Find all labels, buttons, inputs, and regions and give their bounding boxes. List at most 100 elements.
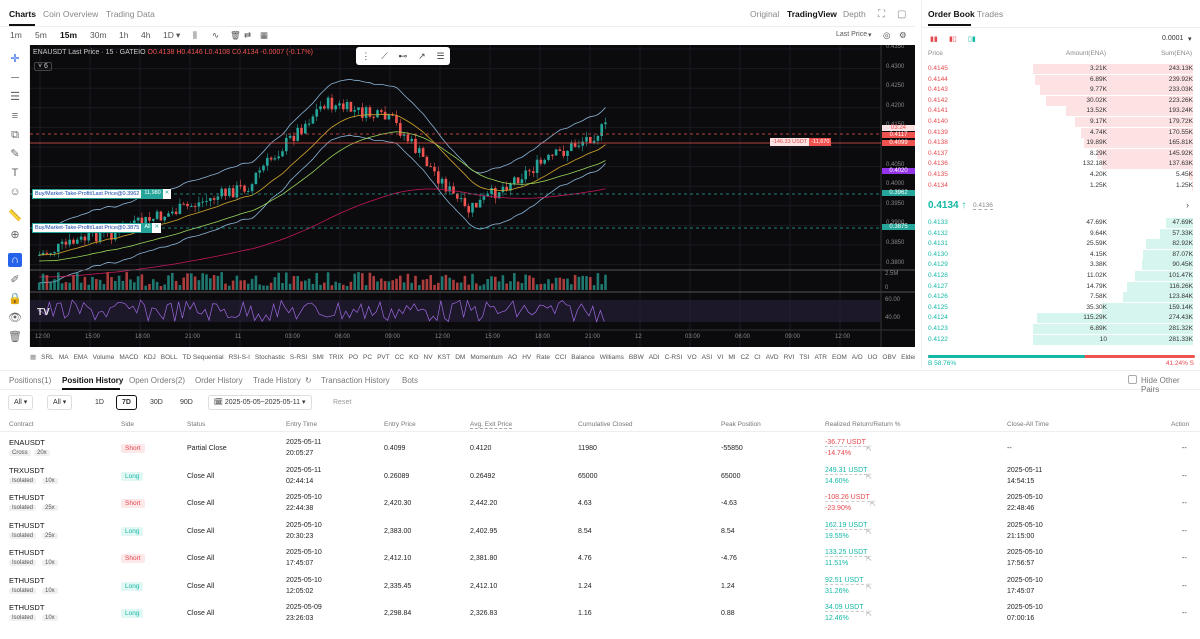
- grid-icon[interactable]: ▦: [30, 354, 37, 361]
- bid-row[interactable]: 0.4131 25.59K 82.92K: [922, 239, 1200, 250]
- indicator-29[interactable]: ADI: [648, 353, 660, 361]
- position-line[interactable]: -146.33 USDT -11,670: [770, 138, 832, 146]
- indicator-35[interactable]: CZ: [740, 353, 750, 361]
- contract-name[interactable]: ENAUSDT: [9, 438, 45, 447]
- tab-trading-data[interactable]: Trading Data: [106, 9, 155, 19]
- action[interactable]: --: [1182, 610, 1187, 617]
- bid-row[interactable]: 0.4132 9.64K 57.33K: [922, 228, 1200, 239]
- indicator-17[interactable]: KO: [409, 353, 419, 361]
- tf-30m[interactable]: 30m: [90, 30, 107, 40]
- camera-icon[interactable]: ◎: [883, 30, 891, 40]
- indicator-toggle[interactable]: ˅ 6: [34, 62, 52, 71]
- indicator-8[interactable]: RSI-S-I: [228, 353, 250, 361]
- indicators-icon[interactable]: ∿: [212, 30, 220, 40]
- indicator-19[interactable]: KST: [437, 353, 451, 361]
- table-row[interactable]: ENAUSDT Cross 20x Short Partial Close 2025-05…: [0, 436, 1200, 463]
- compare-icon[interactable]: ⇄: [244, 30, 252, 40]
- tf-5m[interactable]: 5m: [35, 30, 47, 40]
- chevron-down-icon[interactable]: ▾: [868, 32, 872, 39]
- tf-15m[interactable]: 15m: [60, 30, 78, 40]
- candle-type-icon[interactable]: ⫼: [193, 30, 197, 40]
- indicator-9[interactable]: Stochastic: [254, 353, 285, 361]
- trendline-icon[interactable]: ─: [11, 72, 19, 84]
- contract-name[interactable]: ETHUSDT: [9, 520, 45, 530]
- tab-charts[interactable]: Charts: [9, 9, 36, 19]
- chevron-down-icon[interactable]: ▾: [1188, 36, 1192, 43]
- table-row[interactable]: TRXUSDT Isolated 10x Long Close All 2025-05-1…: [0, 464, 1200, 491]
- trash-icon[interactable]: 🗑: [230, 30, 241, 40]
- side-filter[interactable]: All ▾: [47, 395, 73, 410]
- delete-drawings-icon[interactable]: 🗑: [8, 331, 22, 343]
- indicator-20[interactable]: DM: [455, 353, 466, 361]
- share-icon[interactable]: ⇱: [866, 556, 872, 563]
- ruler-icon[interactable]: 📏: [8, 210, 22, 222]
- close-icon[interactable]: ✕: [162, 189, 172, 199]
- indicator-41[interactable]: EOM: [831, 353, 847, 361]
- ask-row[interactable]: 0.4138 19.89K 165.81K: [922, 138, 1200, 149]
- indicator-4[interactable]: MACD: [119, 353, 139, 361]
- indicator-30[interactable]: C-RSI: [664, 353, 683, 361]
- indicator-40[interactable]: ATR: [814, 353, 827, 361]
- action[interactable]: --: [1182, 527, 1187, 535]
- fib-icon[interactable]: ⧉: [11, 129, 19, 141]
- indicator-28[interactable]: BBW: [628, 353, 644, 361]
- date-range-picker[interactable]: 🗓 2025-05-05~2025-05-11 ▾: [208, 395, 312, 410]
- last-price-select[interactable]: Last Price: [836, 31, 868, 38]
- ask-row[interactable]: 0.4134 1.25K 1.25K: [922, 180, 1200, 191]
- range-30d[interactable]: 30D: [150, 399, 163, 406]
- bid-row[interactable]: 0.4126 7.58K 123.84K: [922, 292, 1200, 303]
- indicator-23[interactable]: HV: [522, 353, 532, 361]
- hline-tool-icon[interactable]: ⊷: [398, 50, 408, 61]
- precision-select[interactable]: 0.0001: [1162, 35, 1184, 42]
- tab-positions[interactable]: Positions(1): [9, 376, 52, 385]
- indicator-42[interactable]: A/D: [851, 353, 863, 361]
- realized-return[interactable]: -108.26 USDT: [825, 494, 870, 502]
- reset-button[interactable]: Reset: [333, 399, 352, 406]
- tab-trades[interactable]: Trades: [977, 9, 1004, 19]
- close-icon[interactable]: ✕: [152, 223, 162, 233]
- ask-row[interactable]: 0.4137 8.29K 145.92K: [922, 148, 1200, 159]
- table-row[interactable]: ETHUSDT Isolated 10x Short Close All 2025-05-…: [0, 546, 1200, 573]
- indicator-18[interactable]: NV: [423, 353, 433, 361]
- view-both-icon[interactable]: ▮▮: [930, 36, 938, 43]
- contract-name[interactable]: ETHUSDT: [9, 603, 45, 612]
- ask-row[interactable]: 0.4135 4.20K 5.45K: [922, 170, 1200, 180]
- indicator-12[interactable]: TRIX: [328, 353, 344, 361]
- indicator-22[interactable]: AO: [507, 353, 518, 361]
- tab-position-history[interactable]: Position History: [62, 376, 124, 385]
- indicator-38[interactable]: RVI: [783, 353, 795, 361]
- indicator-21[interactable]: Momentum: [470, 353, 503, 361]
- share-icon[interactable]: ⇱: [866, 473, 872, 481]
- realized-return[interactable]: 92.51 USDT: [825, 576, 864, 585]
- share-icon[interactable]: ⇱: [866, 528, 872, 536]
- indicator-14[interactable]: PC: [363, 353, 373, 361]
- channel-icon[interactable]: ≡: [11, 110, 19, 122]
- chevron-right-icon[interactable]: ›: [1186, 200, 1189, 210]
- refresh-icon[interactable]: ↻: [305, 376, 312, 385]
- indicator-26[interactable]: Balance: [571, 353, 595, 361]
- bid-row[interactable]: 0.4123 6.89K 281.32K: [922, 324, 1200, 334]
- indicator-3[interactable]: Volume: [92, 353, 115, 361]
- emoji-icon[interactable]: ☺: [9, 186, 21, 198]
- zoom-icon[interactable]: ⊕: [10, 229, 20, 241]
- indicator-31[interactable]: VO: [687, 353, 697, 361]
- bid-row[interactable]: 0.4125 35.30K 159.14K: [922, 302, 1200, 313]
- ray-tool-icon[interactable]: ↗: [418, 50, 426, 61]
- price-chart[interactable]: ENAUSDT Last Price · 15 · GATEIO O0.4138…: [30, 45, 915, 347]
- view-original[interactable]: Original: [750, 9, 780, 19]
- chevron-down-icon[interactable]: ▾: [176, 30, 181, 40]
- indicator-6[interactable]: BOLL: [160, 353, 178, 361]
- indicator-34[interactable]: MI: [728, 353, 736, 361]
- pencil-lock-icon[interactable]: ✐: [10, 274, 20, 286]
- action[interactable]: --: [1182, 472, 1187, 480]
- indicator-11[interactable]: SMI: [312, 353, 324, 361]
- realized-return[interactable]: 249.31 USDT: [825, 466, 868, 475]
- share-icon[interactable]: ⇱: [866, 611, 872, 618]
- indicator-16[interactable]: CC: [394, 353, 405, 361]
- view-bids-icon[interactable]: ▯▮: [968, 36, 976, 43]
- view-asks-icon[interactable]: ▮▯: [949, 36, 957, 43]
- ask-row[interactable]: 0.4143 9.77K 233.03K: [922, 85, 1200, 96]
- tab-transaction-history[interactable]: Transaction History: [321, 376, 390, 385]
- bid-row[interactable]: 0.4122 10 281.33K: [922, 334, 1200, 345]
- bid-row[interactable]: 0.4129 3.38K 90.45K: [922, 260, 1200, 271]
